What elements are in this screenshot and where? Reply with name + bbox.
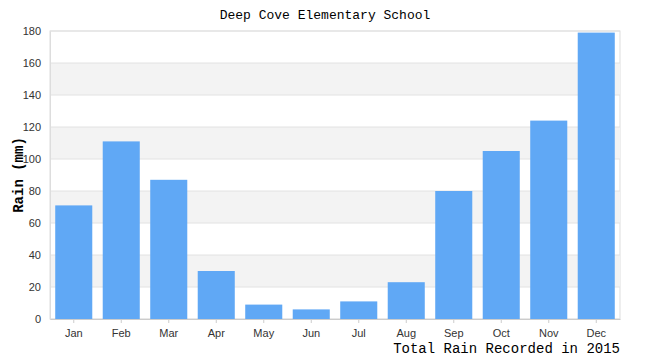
title: Deep Cove Elementary School (220, 8, 431, 23)
tick-mark (263, 319, 264, 323)
tick-label: 80 (29, 185, 41, 197)
tick-label: 40 (29, 249, 41, 261)
tick-label: Nov (539, 327, 559, 339)
x-tick: May (253, 319, 274, 339)
bar (103, 141, 140, 319)
y-axis-title: Rain (mm) (11, 137, 27, 213)
grid-line (50, 63, 620, 64)
tick-label: May (253, 327, 274, 339)
tick-mark (453, 319, 454, 323)
tick-mark (358, 319, 359, 323)
y-tick: 0 (35, 313, 50, 325)
tick-label: Aug (396, 327, 416, 339)
tick-mark (73, 319, 74, 323)
y-tick: 140 (23, 89, 50, 101)
axis-line (50, 32, 51, 320)
plot: 020406080100120140160180JanFebMarAprMayJ… (23, 25, 621, 339)
x-tick: Jun (302, 319, 320, 339)
chart: 020406080100120140160180JanFebMarAprMayJ… (0, 0, 650, 360)
tick-label: Jun (302, 327, 320, 339)
y-tick: 60 (29, 217, 50, 229)
grid-line (50, 95, 620, 96)
tick-label: Jan (65, 327, 83, 339)
tick-mark (596, 319, 597, 323)
tick-label: Sep (444, 327, 464, 339)
bar (483, 151, 520, 319)
bar (293, 309, 330, 319)
tick-label: 180 (23, 25, 41, 37)
x-tick: Mar (159, 319, 178, 339)
tick-label: 60 (29, 217, 41, 229)
bar (150, 180, 187, 319)
x-tick: Dec (586, 319, 606, 339)
tick-label: 20 (29, 281, 41, 293)
tick-label: Apr (208, 327, 225, 339)
bar (245, 305, 282, 319)
bar (530, 121, 567, 319)
tick-label: 120 (23, 121, 41, 133)
tick-mark (168, 319, 169, 323)
x-tick: Aug (396, 319, 416, 339)
bar (388, 282, 425, 319)
x-tick: Sep (444, 319, 464, 339)
y-tick: 20 (29, 281, 50, 293)
tick-label: Mar (159, 327, 178, 339)
x-tick: Feb (112, 319, 131, 339)
tick-label: Dec (586, 327, 606, 339)
x-tick: Oct (493, 319, 510, 339)
tick-mark (548, 319, 549, 323)
x-tick: Apr (208, 319, 225, 339)
bar (198, 271, 235, 319)
tick-label: 140 (23, 89, 41, 101)
tick-label: Jul (352, 327, 366, 339)
tick-label: Oct (493, 327, 510, 339)
bar (55, 205, 92, 319)
bar (435, 191, 472, 319)
tick-mark (501, 319, 502, 323)
y-tick: 80 (29, 185, 50, 197)
tick-mark (216, 319, 217, 323)
x-tick: Jan (65, 319, 83, 339)
bars (55, 33, 615, 319)
grid-band (50, 63, 620, 95)
y-tick: 120 (23, 121, 50, 133)
y-tick: 180 (23, 25, 50, 37)
x-tick: Jul (352, 319, 366, 339)
x-tick: Nov (539, 319, 559, 339)
bar (578, 33, 615, 319)
y-tick: 160 (23, 57, 50, 69)
tick-mark (121, 319, 122, 323)
grid-line (50, 31, 620, 32)
tick-label: Feb (112, 327, 131, 339)
plot-frame (50, 31, 620, 319)
x-axis-title: Total Rain Recorded in 2015 (393, 341, 620, 357)
y-tick: 40 (29, 249, 50, 261)
tick-mark (406, 319, 407, 323)
tick-mark (311, 319, 312, 323)
tick-label: 160 (23, 57, 41, 69)
bar (340, 301, 377, 319)
tick-label: 0 (35, 313, 41, 325)
axis-line (51, 319, 621, 320)
x-axis: Jan Feb Mar Apr May Jun Jul Aug Sep Oct Nov Dec (51, 319, 621, 339)
